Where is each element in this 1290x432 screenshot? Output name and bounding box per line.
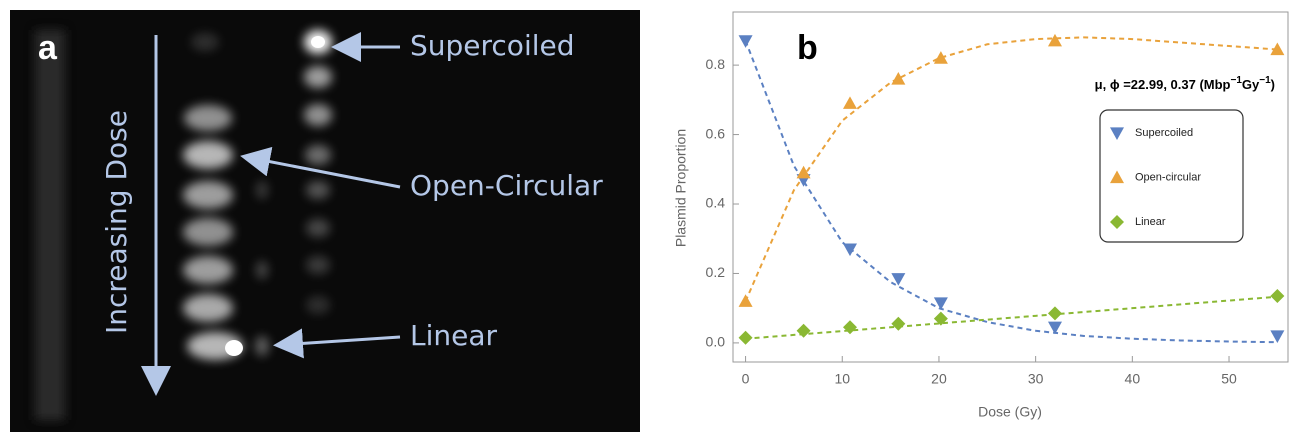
legend-marker (1110, 215, 1124, 229)
x-tick-label: 0 (742, 371, 750, 387)
arrow (273, 328, 401, 359)
point (1270, 289, 1285, 304)
fit-line (744, 40, 1278, 344)
x-tick-label: 20 (931, 371, 947, 387)
gel-image (10, 10, 640, 432)
x-tick-label: 30 (1028, 371, 1044, 387)
point (933, 51, 948, 64)
annotation-part: −1 (1231, 75, 1243, 86)
annotation-part: μ, ϕ =22.99, 0.37 (Mbp (1095, 77, 1231, 92)
point (738, 330, 753, 345)
x-tick-label: 10 (834, 371, 850, 387)
point (796, 323, 811, 338)
point (796, 165, 811, 179)
band-label: Supercoiled (410, 29, 575, 62)
legend-marker (1110, 127, 1124, 140)
point (1047, 321, 1062, 335)
band-label: Linear (410, 319, 498, 352)
annotation-part: Gy (1242, 77, 1260, 92)
y-tick-label: 0.4 (706, 195, 726, 211)
point (891, 273, 906, 286)
point (842, 243, 857, 257)
point (842, 96, 857, 109)
arrow (240, 146, 401, 189)
point (891, 72, 906, 85)
point (1047, 33, 1062, 47)
annotation-part: −1 (1259, 75, 1271, 86)
fit-line (745, 295, 1278, 340)
y-tick-label: 0.2 (706, 264, 726, 280)
x-tick-label: 50 (1221, 371, 1237, 387)
legend-label: Open-circular (1135, 171, 1201, 183)
axis-label: Increasing Dose (100, 110, 133, 334)
point (891, 316, 906, 331)
point (738, 35, 753, 48)
y-tick-label: 0.0 (706, 334, 726, 350)
y-tick-label: 0.8 (706, 56, 726, 72)
point (1270, 330, 1285, 343)
legend-label: Linear (1135, 216, 1166, 228)
annotation: μ, ϕ =22.99, 0.37 (Mbp−1Gy−1) (1095, 75, 1275, 93)
point (738, 294, 753, 307)
point (842, 320, 857, 335)
annotation-part: ) (1271, 77, 1275, 92)
legend-marker (1110, 170, 1124, 184)
x-tick-label: 40 (1125, 371, 1141, 387)
point (933, 297, 948, 310)
point (1270, 42, 1285, 56)
y-tick-label: 0.6 (706, 125, 726, 141)
legend-label: Supercoiled (1135, 127, 1193, 139)
point (933, 311, 948, 326)
panel-label: b (797, 29, 818, 67)
chart: b μ, ϕ =22.99, 0.37 (Mbp−1Gy−1) Plasmid … (673, 11, 1289, 420)
panel-label: a (38, 29, 58, 67)
fit-line (744, 36, 1278, 302)
band-label: Open-Circular (410, 169, 603, 202)
y-axis-label: Plasmid Proportion (673, 129, 689, 247)
plot-frame (732, 11, 1289, 363)
legend (1099, 109, 1244, 243)
point (1047, 306, 1062, 321)
x-axis-label: Dose (Gy) (978, 404, 1042, 420)
